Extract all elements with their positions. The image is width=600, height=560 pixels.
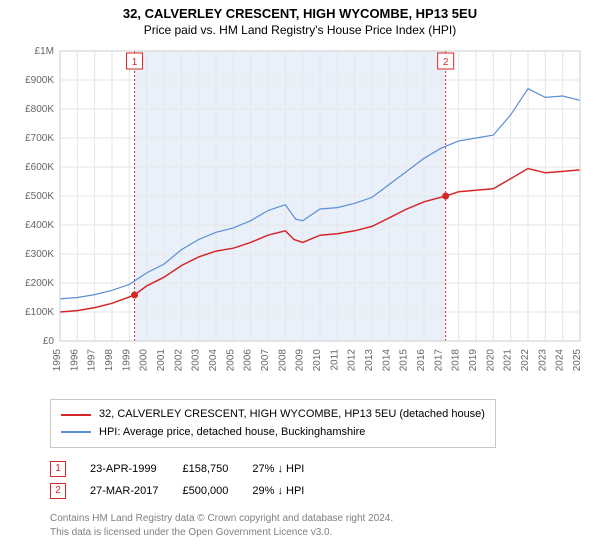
svg-text:2009: 2009 — [295, 349, 306, 372]
svg-text:£100K: £100K — [25, 307, 54, 318]
legend-row: HPI: Average price, detached house, Buck… — [61, 424, 485, 442]
legend-swatch — [61, 414, 91, 416]
line-chart-svg: £0 £100K £200K £300K £400K £500K £600K £700K £80… — [10, 41, 590, 391]
sales-table: 1 23-APR-1999£158,75027% ↓ HPI 2 27-MAR-201… — [50, 458, 328, 502]
svg-text:£400K: £400K — [25, 220, 54, 231]
svg-text:2022: 2022 — [520, 349, 531, 372]
svg-text:2020: 2020 — [485, 349, 496, 372]
svg-text:2023: 2023 — [537, 349, 548, 372]
svg-text:2001: 2001 — [156, 349, 167, 372]
svg-text:2013: 2013 — [364, 349, 375, 372]
svg-text:£300K: £300K — [25, 249, 54, 260]
svg-text:£0: £0 — [43, 336, 55, 347]
svg-text:1: 1 — [132, 57, 138, 68]
svg-text:2010: 2010 — [312, 349, 323, 372]
svg-text:2025: 2025 — [572, 349, 583, 372]
legend-label: HPI: Average price, detached house, Buck… — [99, 424, 365, 442]
svg-text:£600K: £600K — [25, 162, 54, 173]
svg-text:2004: 2004 — [208, 349, 219, 372]
legend-swatch — [61, 431, 91, 433]
license-line-1: Contains HM Land Registry data © Crown c… — [50, 512, 600, 526]
svg-text:2021: 2021 — [503, 349, 514, 372]
svg-text:2019: 2019 — [468, 349, 479, 372]
svg-text:2015: 2015 — [399, 349, 410, 372]
sale-delta: 27% ↓ HPI — [252, 458, 328, 480]
svg-text:2024: 2024 — [555, 349, 566, 372]
chart-container: 32, CALVERLEY CRESCENT, HIGH WYCOMBE, HP… — [0, 0, 600, 560]
svg-text:2003: 2003 — [191, 349, 202, 372]
svg-text:2002: 2002 — [173, 349, 184, 372]
sale-price: £158,750 — [182, 458, 252, 480]
license-text: Contains HM Land Registry data © Crown c… — [50, 512, 600, 540]
svg-text:2: 2 — [443, 57, 449, 68]
svg-text:£700K: £700K — [25, 133, 54, 144]
sale-marker: 1 — [50, 461, 66, 477]
svg-text:2000: 2000 — [139, 349, 150, 372]
svg-text:2005: 2005 — [225, 349, 236, 372]
svg-text:2018: 2018 — [451, 349, 462, 372]
svg-text:2006: 2006 — [243, 349, 254, 372]
svg-text:£1M: £1M — [35, 46, 54, 57]
svg-text:2017: 2017 — [433, 349, 444, 372]
chart-title: 32, CALVERLEY CRESCENT, HIGH WYCOMBE, HP… — [0, 0, 600, 21]
svg-text:2007: 2007 — [260, 349, 271, 372]
legend: 32, CALVERLEY CRESCENT, HIGH WYCOMBE, HP… — [50, 399, 496, 448]
svg-text:£200K: £200K — [25, 278, 54, 289]
svg-text:1995: 1995 — [52, 349, 63, 372]
svg-text:£500K: £500K — [25, 191, 54, 202]
chart-area: £0 £100K £200K £300K £400K £500K £600K £700K £80… — [10, 41, 590, 391]
license-line-2: This data is licensed under the Open Gov… — [50, 526, 600, 540]
sale-delta: 29% ↓ HPI — [252, 480, 328, 502]
svg-text:2016: 2016 — [416, 349, 427, 372]
svg-text:1997: 1997 — [87, 349, 98, 372]
svg-text:1999: 1999 — [121, 349, 132, 372]
sale-date: 27-MAR-2017 — [90, 480, 182, 502]
sale-price: £500,000 — [182, 480, 252, 502]
svg-text:£900K: £900K — [25, 75, 54, 86]
legend-row: 32, CALVERLEY CRESCENT, HIGH WYCOMBE, HP… — [61, 406, 485, 424]
svg-text:2012: 2012 — [347, 349, 358, 372]
svg-text:2008: 2008 — [277, 349, 288, 372]
sale-date: 23-APR-1999 — [90, 458, 182, 480]
svg-text:2014: 2014 — [381, 349, 392, 372]
svg-text:2011: 2011 — [329, 349, 340, 371]
sale-marker: 2 — [50, 483, 66, 499]
svg-text:£800K: £800K — [25, 104, 54, 115]
chart-subtitle: Price paid vs. HM Land Registry's House … — [0, 21, 600, 41]
svg-text:1996: 1996 — [69, 349, 80, 372]
svg-text:1998: 1998 — [104, 349, 115, 372]
table-row: 1 23-APR-1999£158,75027% ↓ HPI — [50, 458, 328, 480]
table-row: 2 27-MAR-2017£500,00029% ↓ HPI — [50, 480, 328, 502]
legend-label: 32, CALVERLEY CRESCENT, HIGH WYCOMBE, HP… — [99, 406, 485, 424]
